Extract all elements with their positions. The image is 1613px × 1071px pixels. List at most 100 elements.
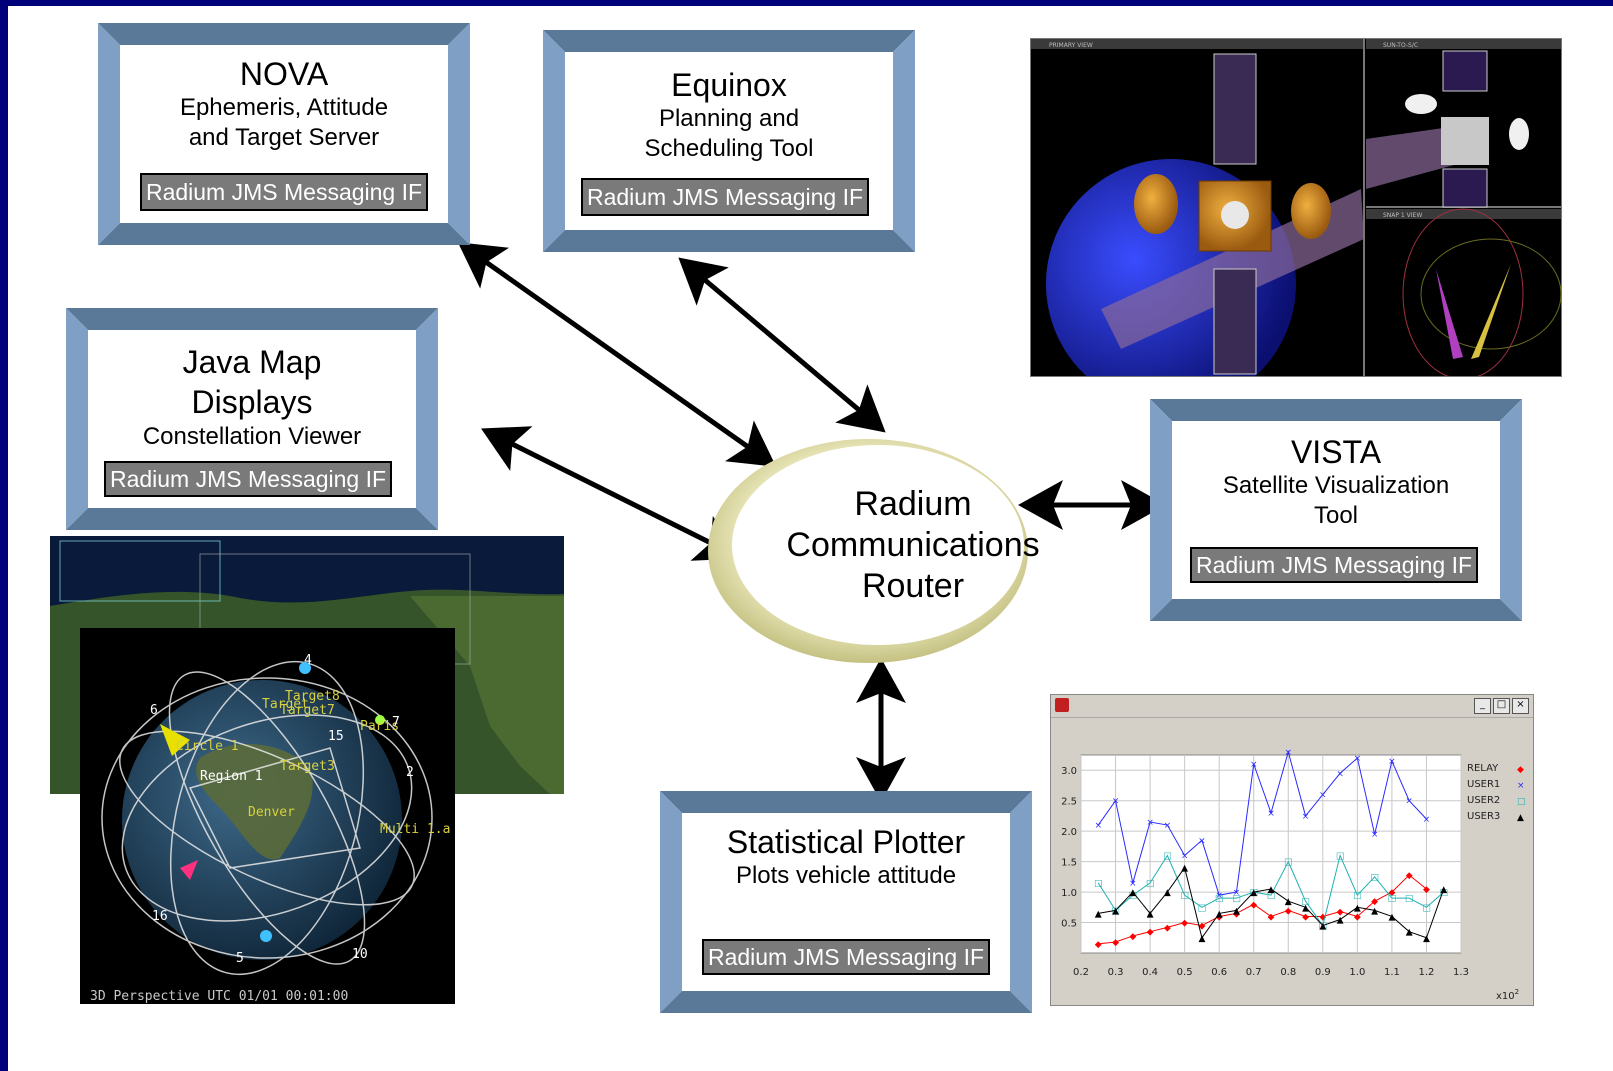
data-point: □ — [1249, 888, 1258, 898]
data-point: × — [1198, 836, 1206, 846]
data-point: × — [1233, 888, 1241, 898]
plot-window-titlebar: _ □ × — [1051, 695, 1533, 718]
vista-screenshot-art: PRIMARY VIEW SUN-TO-S/C SNAP 1 VIEW — [1031, 39, 1561, 376]
y-tick-label: 0.5 — [1061, 919, 1077, 930]
plot-chart: 0.2 0.3 0.4 0.5 0.6 0.7 0.8 0.9 1.0 1.1 1.2 1.3 0.5 1… — [1061, 748, 1526, 1002]
data-point: × — [1405, 797, 1413, 807]
vista-box: VISTA Satellite Visualization Tool Radiu… — [1150, 399, 1522, 621]
vista-screenshot: PRIMARY VIEW SUN-TO-S/C SNAP 1 VIEW — [1030, 38, 1562, 377]
data-point: × — [1250, 760, 1258, 770]
label-target3: Target3 — [280, 759, 335, 774]
series-relay: ◆ ◆ ◆ ◆ ◆ ◆ ◆ ◆ ◆ ◆ ◆ ◆ ◆ ◆ ◆ ◆ ◆ ◆ ◆ ◆ — [1095, 871, 1430, 950]
slide: Radium Communications Router NOVA Epheme… — [8, 6, 1613, 1071]
label-16: 16 — [152, 909, 168, 924]
arrow-nova-router — [457, 242, 777, 467]
label-paris: Paris — [360, 719, 399, 734]
javamap-title-2: Displays — [191, 384, 313, 420]
plot-series: ◆ ◆◆ ◆ ◆ ◆ ◆◆ ◆◆◆◆◆ ◆ ◆ ◆◆◆◆◆×××× ×××× ××××××××××××… — [1094, 748, 1448, 950]
data-point: ◆ — [1371, 897, 1378, 907]
data-point: ▲ — [1406, 928, 1413, 938]
x-tick-label: 0.4 — [1142, 967, 1158, 978]
data-point: ◆ — [1388, 888, 1395, 898]
router-line-2: Communications — [786, 526, 1040, 564]
data-point: □ — [1111, 906, 1120, 916]
data-point: ▲ — [1337, 915, 1344, 925]
label-15: 15 — [328, 729, 344, 744]
data-point: ◆ — [1406, 871, 1413, 881]
data-point: □ — [1422, 903, 1431, 913]
data-point: ◆ — [1233, 909, 1240, 919]
label-6: 6 — [150, 703, 158, 718]
plot-window: _ □ × 0.2 0.3 0.4 0.5 0.6 0.7 0.8 0.9 1.0 1.1 1.2 1… — [1050, 694, 1534, 1006]
data-point: □ — [1353, 891, 1362, 901]
nova-subtitle-2: and Target Server — [188, 124, 380, 151]
nova-interface-bar: Radium JMS Messaging IF — [140, 173, 428, 211]
minimize-button[interactable]: _ — [1474, 698, 1491, 714]
data-point: ▲ — [1216, 909, 1223, 919]
data-point: □ — [1336, 852, 1345, 862]
label-multi: Multi 1.a — [380, 822, 450, 837]
plot-legend: RELAY ◆ USER1 × USER2 □ USER3 ▲ — [1467, 763, 1526, 823]
data-point: × — [1164, 821, 1172, 831]
data-point: × — [1336, 769, 1344, 779]
data-point: ◆ — [1302, 912, 1309, 922]
data-point: □ — [1370, 873, 1379, 883]
data-point: × — [1094, 821, 1102, 831]
data-point: ▲ — [1198, 934, 1205, 944]
data-point: □ — [1319, 922, 1328, 932]
data-point: × — [1112, 797, 1120, 807]
plotter-subtitle: Plots vehicle attitude — [735, 862, 957, 889]
data-point: ▲ — [1268, 885, 1275, 895]
legend-marker: ▲ — [1517, 813, 1524, 823]
label-10: 10 — [352, 947, 368, 962]
vista-subtitle-2: Tool — [1313, 502, 1359, 529]
data-point: × — [1423, 815, 1431, 825]
data-point: ◆ — [1164, 923, 1171, 933]
router-label: Radium Communications Router — [778, 484, 1048, 607]
series-user2: □ □ □ □ □ □ □ □ □ □ □ □ □ □ □ □ □ □ □ □ □ — [1094, 852, 1448, 932]
data-point: □ — [1439, 888, 1448, 898]
data-point: ▲ — [1129, 888, 1136, 898]
data-point: ▲ — [1095, 909, 1102, 919]
data-point: ▲ — [1388, 912, 1395, 922]
equinox-subtitle-1: Planning and — [658, 105, 800, 132]
plotter-interface-bar: Radium JMS Messaging IF — [702, 939, 990, 975]
y-tick-label: 1.0 — [1061, 888, 1077, 899]
data-point: ◆ — [1354, 912, 1361, 922]
data-point: □ — [1301, 897, 1310, 907]
data-point: ◆ — [1250, 900, 1257, 910]
data-point: ◆ — [1198, 922, 1205, 932]
x-tick-label: 0.3 — [1108, 967, 1124, 978]
nova-subtitle-1: Ephemeris, Attitude — [179, 94, 389, 121]
plot-area — [1080, 754, 1462, 954]
data-point: ◆ — [1129, 932, 1136, 942]
data-point: × — [1267, 809, 1275, 819]
series-line — [1097, 750, 1427, 896]
close-button[interactable]: × — [1512, 698, 1529, 714]
nova-box: NOVA Ephemeris, Attitude and Target Serv… — [98, 23, 470, 245]
data-point: × — [1354, 754, 1362, 764]
data-point: □ — [1198, 903, 1207, 913]
data-point: □ — [1405, 894, 1414, 904]
y-tick-label: 2.5 — [1061, 797, 1077, 808]
javamap-title-1: Java Map — [182, 344, 322, 380]
plotter-box: Statistical Plotter Plots vehicle attitu… — [660, 791, 1032, 1013]
data-point: ▲ — [1423, 934, 1430, 944]
data-point: □ — [1267, 891, 1276, 901]
connection-arrows — [457, 242, 1166, 802]
data-point: ▲ — [1302, 903, 1309, 913]
constellation-art: Target8 Target Target7 Circle 1 Target3 … — [80, 628, 455, 1004]
data-point: □ — [1284, 858, 1293, 868]
vista-panel-label-3: SNAP 1 VIEW — [1383, 212, 1422, 219]
data-point: ▲ — [1354, 903, 1361, 913]
x-multiplier-base: x10 — [1496, 991, 1515, 1002]
label-denver: Denver — [248, 805, 295, 820]
data-point: □ — [1146, 879, 1155, 889]
javamap-interface-bar: Radium JMS Messaging IF — [104, 461, 392, 497]
maximize-button[interactable]: □ — [1493, 698, 1510, 714]
data-point: × — [1371, 830, 1379, 840]
equinox-subtitle-2: Scheduling Tool — [644, 135, 814, 162]
series-line — [1097, 853, 1445, 927]
data-point: ▲ — [1147, 909, 1154, 919]
vista-interface-bar: Radium JMS Messaging IF — [1190, 547, 1478, 583]
